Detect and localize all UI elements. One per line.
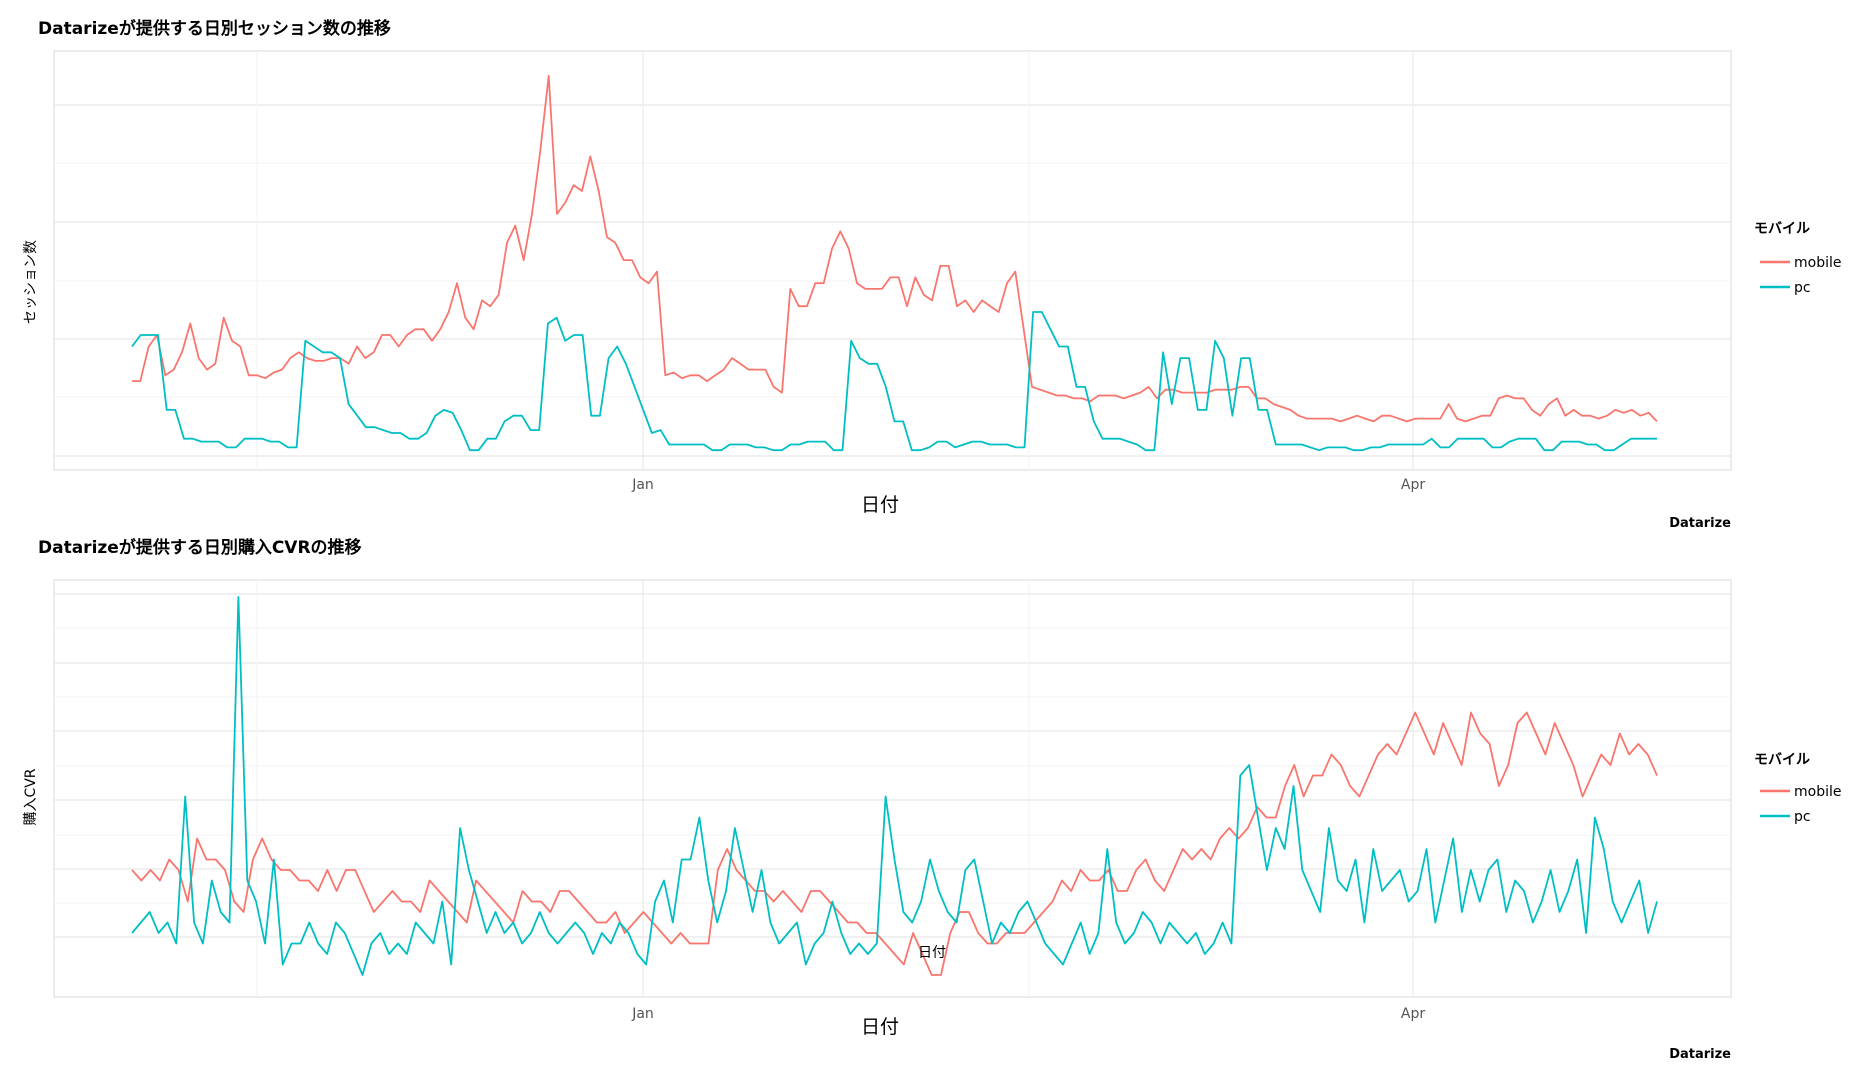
chart1-xtick-apr: Apr: [1401, 477, 1425, 493]
series-line-pc: [131, 311, 1657, 452]
chart2-xtick-jan: Jan: [631, 1006, 654, 1022]
chart1-grid: [54, 51, 1731, 470]
chart1-title: Datarizeが提供する日別セッション数の推移: [38, 18, 391, 39]
chart1-legend-title: モバイル: [1754, 221, 1810, 237]
chart2-grid: [54, 580, 1731, 997]
chart2-panel: [53, 579, 1732, 998]
chart2-series-lines: [131, 596, 1658, 976]
chart1-legend: モバイル mobile pc: [1754, 221, 1841, 296]
chart1-xtick-jan: Jan: [631, 477, 654, 493]
sessions-chart: Datarizeが提供する日別セッション数の推移 Jan Apr 日付 セッショ…: [23, 18, 1841, 531]
chart2-xtick-apr: Apr: [1401, 1006, 1425, 1022]
chart2-legend: モバイル mobile pc: [1754, 752, 1841, 825]
series-line-pc: [131, 596, 1658, 976]
chart1-legend-label-mobile: mobile: [1794, 255, 1841, 271]
chart1-legend-label-pc: pc: [1794, 280, 1811, 296]
chart2-legend-title: モバイル: [1754, 752, 1810, 768]
chart2-x-axis-label: 日付: [861, 1016, 899, 1038]
chart1-caption: Datarize: [1669, 516, 1731, 531]
chart1-panel: [53, 50, 1732, 471]
series-line-mobile: [131, 711, 1658, 976]
chart2-caption: Datarize: [1669, 1047, 1731, 1062]
chart2-annotation: 日付: [918, 945, 946, 961]
chart1-y-axis-label: セッション数: [23, 240, 39, 324]
chart2-legend-label-pc: pc: [1794, 809, 1811, 825]
chart1-x-axis-label: 日付: [861, 494, 899, 516]
chart2-y-axis-label: 購入CVR: [23, 768, 39, 825]
cvr-chart: Datarizeが提供する日別購入CVRの推移 日付 Jan Apr 日付 購入…: [23, 537, 1841, 1062]
chart1-series-lines: [131, 74, 1658, 452]
chart2-legend-label-mobile: mobile: [1794, 784, 1841, 800]
chart2-title: Datarizeが提供する日別購入CVRの推移: [38, 537, 362, 558]
series-line-mobile: [132, 74, 1658, 423]
